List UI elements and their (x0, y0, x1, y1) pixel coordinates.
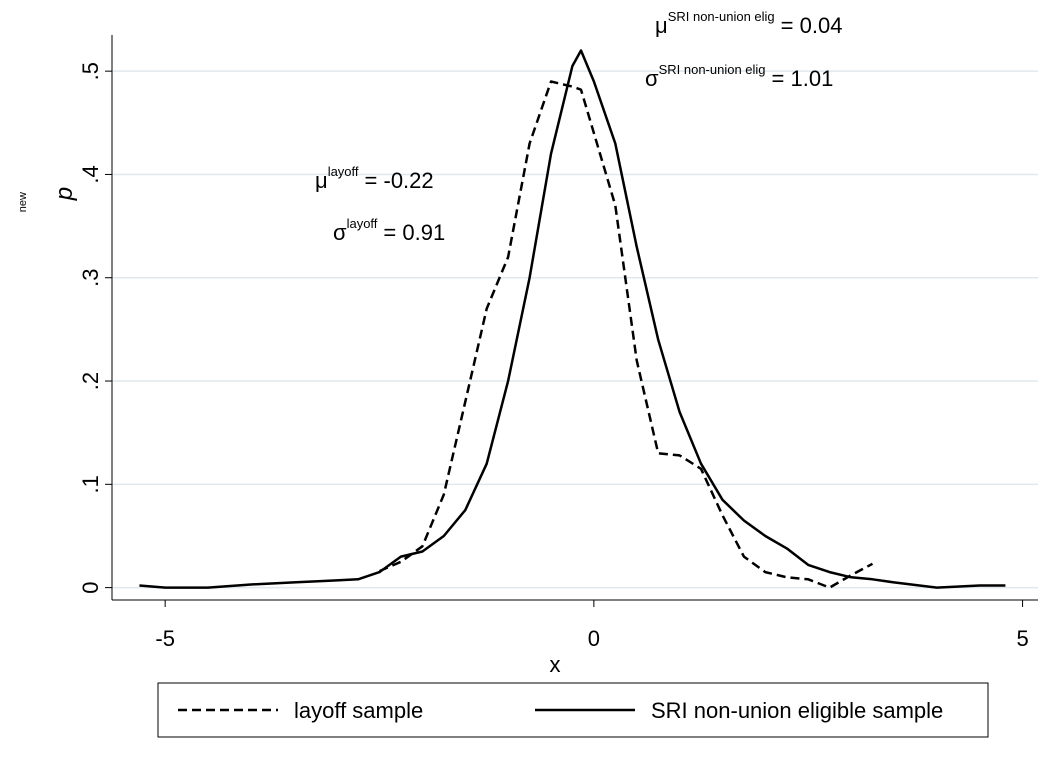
annotation-symbol: σ (645, 66, 659, 91)
annotation-sup: layoff (347, 216, 378, 231)
y-tick-label: 0 (78, 581, 103, 593)
x-axis-label: x (550, 652, 561, 677)
annotation: σlayoff = 0.91 (333, 216, 445, 245)
annotation-sup: layoff (328, 164, 359, 179)
annotation: μSRI non-union elig = 0.04 (655, 9, 842, 38)
annotation-sup: SRI non-union elig (659, 62, 766, 77)
legend-label: SRI non-union eligible sample (651, 698, 943, 723)
y-axis-label: p (51, 187, 78, 201)
y-tick-label: .4 (78, 165, 103, 183)
y-axis-label-main: p (51, 187, 78, 201)
x-tick-label: 0 (588, 626, 600, 651)
annotation-symbol: μ (655, 13, 668, 38)
annotation-text: = -0.22 (365, 168, 434, 193)
annotation-symbol: σ (333, 220, 347, 245)
series-line (379, 80, 874, 589)
annotation-text: = 0.91 (383, 220, 445, 245)
annotation-text: = 1.01 (772, 66, 834, 91)
y-axis-label-sup: new (17, 192, 29, 212)
annotation: μlayoff = -0.22 (315, 164, 434, 193)
annotation-sup: SRI non-union elig (668, 9, 775, 24)
annotation: σSRI non-union elig = 1.01 (645, 62, 833, 91)
annotation-symbol: μ (315, 168, 328, 193)
y-tick-label: .2 (78, 372, 103, 390)
legend-label: layoff sample (294, 698, 423, 723)
y-tick-label: .3 (78, 269, 103, 287)
x-tick-label: -5 (155, 626, 175, 651)
x-tick-label: 5 (1016, 626, 1028, 651)
annotation-text: = 0.04 (781, 13, 843, 38)
y-tick-label: .1 (78, 475, 103, 493)
y-tick-label: .5 (78, 62, 103, 80)
series-line (139, 49, 1006, 589)
